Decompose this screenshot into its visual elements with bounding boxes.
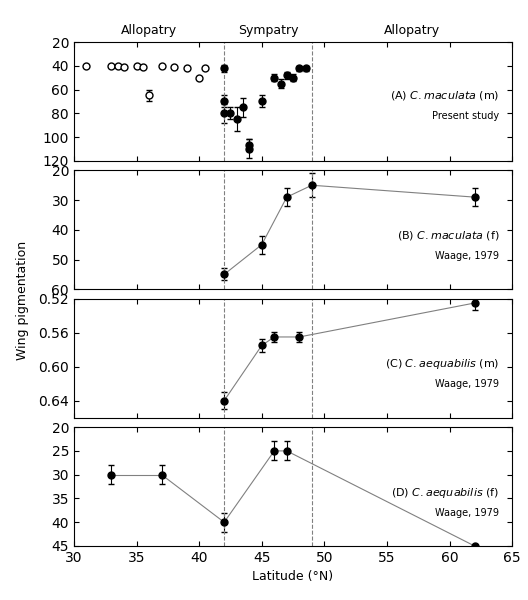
Text: Allopatry: Allopatry <box>384 24 440 37</box>
Text: Waage, 1979: Waage, 1979 <box>435 379 499 389</box>
Text: Wing pigmentation: Wing pigmentation <box>16 241 29 359</box>
Text: Waage, 1979: Waage, 1979 <box>435 508 499 518</box>
Text: Waage, 1979: Waage, 1979 <box>435 251 499 261</box>
Text: (A) $\it{C. maculata}$ (m): (A) $\it{C. maculata}$ (m) <box>390 89 499 102</box>
Text: (D) $\it{C. aequabilis}$ (f): (D) $\it{C. aequabilis}$ (f) <box>391 485 499 500</box>
X-axis label: Latitude (°N): Latitude (°N) <box>252 571 334 583</box>
Text: Allopatry: Allopatry <box>121 24 177 37</box>
Text: (B) $\it{C. maculata}$ (f): (B) $\it{C. maculata}$ (f) <box>397 229 499 242</box>
Text: (C) $\it{C. aequabilis}$ (m): (C) $\it{C. aequabilis}$ (m) <box>385 357 499 371</box>
Text: Present study: Present study <box>432 110 499 121</box>
Text: Sympatry: Sympatry <box>238 24 298 37</box>
